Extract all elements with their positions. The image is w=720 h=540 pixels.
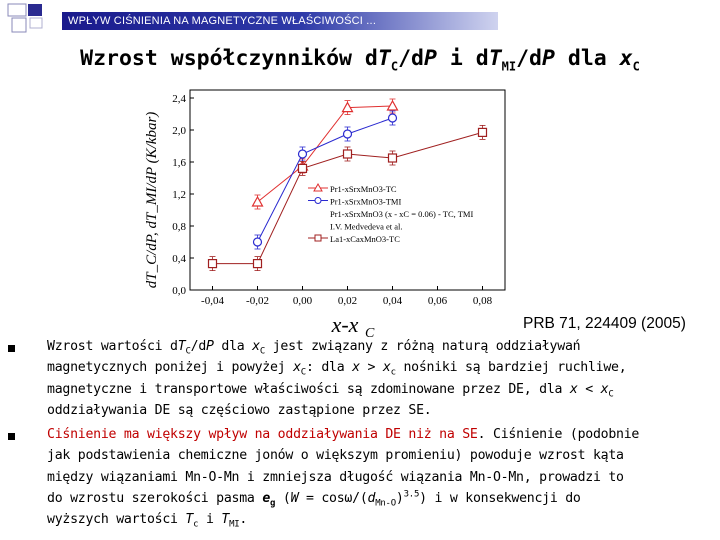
x-tick-label: 0,06 bbox=[428, 295, 448, 307]
x-axis-label: x-x bbox=[331, 312, 359, 337]
slide-title: Wzrost współczynników dTC/dP i dTMI/dP d… bbox=[80, 46, 640, 74]
data-point bbox=[251, 195, 264, 207]
legend-swatch-marker bbox=[314, 197, 322, 204]
series-line bbox=[257, 117, 393, 243]
data-point bbox=[252, 259, 263, 269]
x-axis-label-sub: C bbox=[365, 326, 375, 338]
data-point bbox=[477, 127, 488, 138]
legend-entry: Pr1-xSrxMnO3-TC bbox=[330, 184, 397, 194]
data-point bbox=[297, 149, 308, 159]
data-point bbox=[386, 99, 399, 111]
data-point bbox=[252, 237, 263, 247]
bullet-text-2: Ciśnienie ma większy wpływ na oddziaływa… bbox=[47, 427, 640, 530]
slide-header: WPŁYW CIŚNIENIA NA MAGNETYCZNE WŁAŚCIWOŚ… bbox=[0, 0, 720, 38]
bullet-square-icon bbox=[8, 345, 15, 352]
y-tick-label: 1,6 bbox=[172, 157, 186, 169]
x-tick-label: 0,02 bbox=[338, 295, 357, 307]
legend-swatch-marker bbox=[313, 182, 323, 192]
legend-entry: Pr1-xSrxMnO3-TMI bbox=[330, 197, 401, 207]
data-point bbox=[342, 129, 353, 139]
y-tick-label: 0,8 bbox=[172, 221, 186, 233]
data-point bbox=[387, 113, 398, 123]
series-line bbox=[257, 105, 393, 203]
y-tick-label: 0,4 bbox=[172, 253, 186, 265]
x-tick-label: 0,00 bbox=[293, 295, 313, 307]
y-tick-label: 1,2 bbox=[172, 189, 186, 201]
x-tick-label: -0,04 bbox=[201, 295, 224, 307]
chart: 0,0 0,4 0,8 1,2 1,6 2,0 2,4 -0,04 -0,02 0,00 0,02 0… bbox=[140, 80, 510, 338]
data-point bbox=[207, 259, 218, 269]
bullet-text-1: Wzrost wartości dTC/dP dla xC jest związ… bbox=[47, 339, 627, 418]
data-point bbox=[341, 101, 354, 113]
legend-entry: La1-xCaxMnO3-TC bbox=[330, 234, 400, 244]
legend-swatch-marker bbox=[314, 234, 322, 242]
reference-citation: PRB 71, 224409 (2005) bbox=[523, 315, 686, 332]
data-point bbox=[387, 153, 398, 163]
x-tick-label: -0,02 bbox=[246, 295, 269, 307]
y-tick-label: 2,0 bbox=[172, 125, 186, 137]
y-tick-label: 0,0 bbox=[172, 285, 186, 297]
series-line bbox=[212, 131, 483, 265]
legend-entry: Pr1-xSrxMnO3 (x - xC = 0.06) - TC, TMI bbox=[330, 209, 473, 219]
y-axis-label: dT_C/dP, dT_MI/dP (K/kbar) bbox=[144, 112, 160, 289]
x-tick-label: 0,04 bbox=[383, 295, 403, 307]
x-tick-label: 0,08 bbox=[473, 295, 493, 307]
header-title: WPŁYW CIŚNIENIA NA MAGNETYCZNE WŁAŚCIWOŚ… bbox=[62, 12, 498, 30]
y-tick-label: 2,4 bbox=[172, 93, 186, 105]
data-point bbox=[297, 163, 308, 174]
bullet-square-icon bbox=[8, 433, 15, 440]
chart-svg: 0,0 0,4 0,8 1,2 1,6 2,0 2,4 -0,04 -0,02 0,00 0,02 0… bbox=[144, 89, 506, 338]
legend-entry: I.V. Medvedeva et al. bbox=[330, 222, 403, 232]
highlighted-statement: Ciśnienie ma większy wpływ na oddziaływa… bbox=[47, 427, 478, 442]
data-point bbox=[342, 149, 353, 159]
logo-squares-icon bbox=[7, 3, 43, 33]
